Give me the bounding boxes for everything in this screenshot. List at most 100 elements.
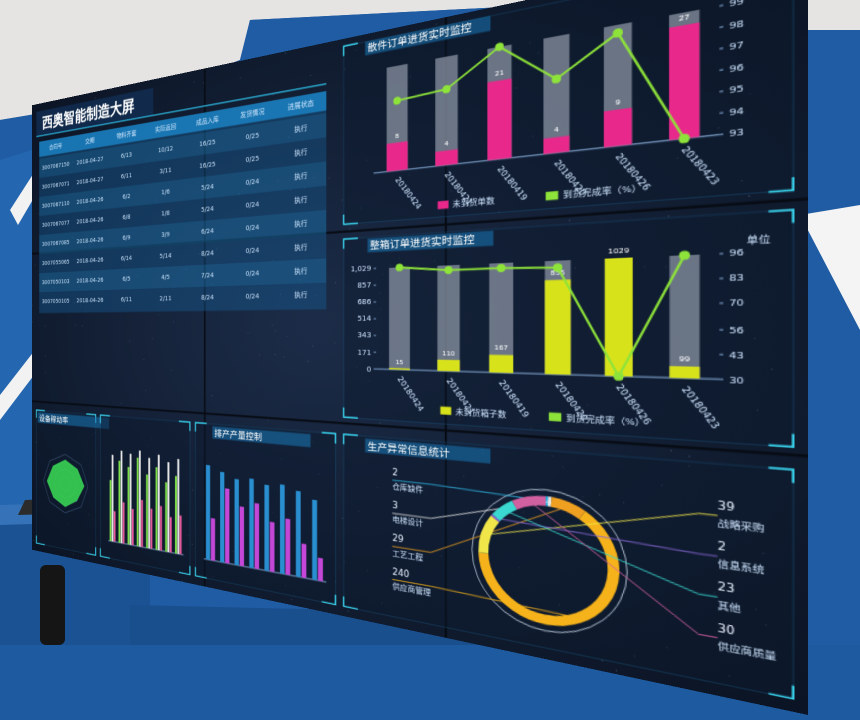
bar-value-label: 110 — [442, 350, 455, 358]
table-cell: 执行 — [294, 171, 307, 182]
y2-tick-label: 94 — [729, 105, 744, 118]
bar — [545, 280, 571, 375]
y2-tick-label: 95 — [729, 84, 744, 97]
table-header: 交期 — [85, 136, 94, 145]
y2-tick-label: 96 — [729, 248, 744, 260]
table-cell: 0/24 — [246, 178, 260, 188]
table-cell: 2018-04-26 — [77, 277, 104, 285]
bar — [240, 506, 244, 566]
table-cell: 6/9 — [122, 234, 130, 242]
table-cell: 6/8 — [122, 214, 130, 222]
bar — [123, 502, 125, 543]
unit-label: 单位 — [747, 232, 771, 246]
bar — [280, 484, 285, 574]
table-cell: 4/5 — [161, 274, 170, 282]
bar — [148, 458, 150, 549]
bar — [264, 485, 269, 572]
table-cell: 执行 — [294, 267, 307, 277]
donut-value: 30 — [718, 621, 736, 638]
star — [272, 325, 273, 326]
table-cell: 2/11 — [160, 295, 172, 303]
table-cell: 执行 — [294, 147, 307, 158]
table-cell: 执行 — [294, 291, 307, 301]
y2-tick-label: 96 — [729, 62, 744, 75]
table-cell: 0/24 — [246, 247, 260, 256]
bar — [165, 482, 167, 552]
bar — [110, 480, 112, 541]
bar — [160, 506, 162, 551]
table-cell: 执行 — [294, 243, 307, 253]
y2-tick-label: 93 — [729, 127, 744, 140]
bar-value-label: 99 — [679, 355, 691, 364]
bar — [387, 141, 408, 171]
bar — [112, 455, 114, 542]
table-cell: 8/24 — [201, 294, 214, 302]
bar — [170, 517, 172, 553]
bar — [141, 500, 143, 547]
bar-value-label: 4 — [444, 140, 448, 148]
bar — [206, 465, 210, 560]
bar — [670, 366, 700, 379]
donut-value: 23 — [718, 580, 735, 597]
table-cell: 6/11 — [121, 172, 132, 181]
table-cell: 6/11 — [121, 296, 132, 303]
star — [275, 331, 276, 332]
bar — [177, 459, 179, 554]
bar — [167, 462, 169, 552]
y-tick-label: 343 — [357, 332, 371, 341]
bar — [137, 458, 139, 547]
y2-tick-label: 83 — [729, 273, 744, 284]
legend-swatch — [546, 191, 558, 201]
y2-tick — [719, 27, 723, 28]
y2-tick — [719, 5, 723, 6]
donut-value: 29 — [392, 532, 403, 545]
y-tick-label: 0 — [367, 365, 372, 374]
table-cell: 7/24 — [201, 272, 214, 280]
y-tick-label: 857 — [357, 282, 371, 291]
y2-tick-label: 56 — [729, 325, 744, 336]
bar-value-label: 1029 — [608, 247, 630, 257]
bar — [139, 451, 141, 547]
legend-swatch — [438, 200, 449, 209]
bar — [175, 476, 177, 554]
y-tick-label: 1,029 — [351, 265, 372, 274]
bar-track — [389, 267, 410, 370]
table-cell: 6/24 — [201, 228, 214, 237]
table-cell: 执行 — [294, 219, 307, 229]
table-cell: 3/11 — [160, 167, 172, 176]
bar — [435, 149, 457, 166]
table-cell: 2018-04-26 — [77, 297, 104, 305]
bar — [235, 479, 239, 566]
bar-track — [435, 55, 457, 167]
table-cell: 6/2 — [122, 193, 130, 201]
star — [75, 325, 76, 326]
bar-value-label: 9 — [615, 98, 620, 107]
y2-tick — [719, 91, 723, 92]
legend-swatch — [549, 412, 562, 421]
table-cell: 5/14 — [160, 252, 172, 260]
bar — [128, 467, 130, 545]
star — [129, 341, 130, 342]
table-cell: 3007050105 — [42, 298, 70, 305]
bar-value-label: 4 — [554, 126, 559, 135]
table-cell: 8/24 — [201, 250, 214, 258]
table-cell: 6/14 — [121, 255, 132, 263]
y2-tick-label: 43 — [729, 350, 744, 361]
bar — [296, 491, 301, 577]
table-cell: 0/24 — [246, 224, 260, 233]
bar-value-label: 8 — [395, 133, 399, 141]
table-cell: 5/24 — [201, 183, 214, 192]
bar — [158, 455, 160, 551]
bar — [130, 454, 132, 545]
donut-value: 3 — [392, 499, 398, 511]
table-cell: 0/24 — [246, 270, 260, 278]
bar — [211, 518, 215, 561]
bar — [220, 472, 224, 563]
bar — [437, 360, 459, 372]
table-cell: 3007050103 — [42, 279, 70, 287]
star — [286, 336, 287, 337]
bar — [121, 451, 123, 544]
table-cell: 5/24 — [201, 205, 214, 214]
table-cell: 执行 — [294, 195, 307, 206]
